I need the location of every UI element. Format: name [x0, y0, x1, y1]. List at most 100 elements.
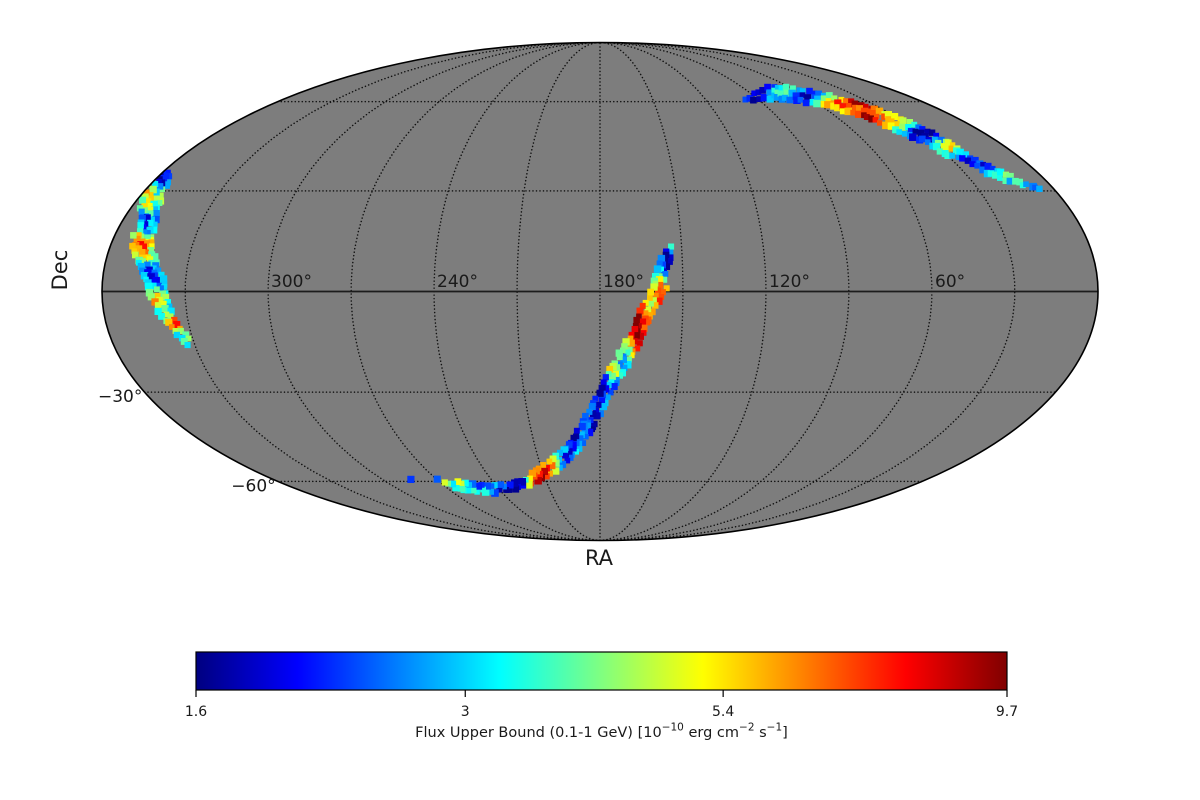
flux-pixel [888, 118, 895, 125]
flux-pixel [143, 214, 151, 222]
flux-pixel [171, 316, 178, 324]
flux-pixel [147, 192, 154, 199]
flux-pixel [549, 455, 557, 463]
flux-pixel [583, 434, 589, 440]
flux-pixel [173, 321, 181, 329]
flux-pixel [662, 271, 669, 277]
flux-pixel [133, 235, 141, 243]
flux-pixel [144, 282, 153, 291]
flux-pixel [139, 196, 147, 204]
flux-pixel [746, 95, 754, 102]
flux-pixel [167, 307, 175, 315]
flux-pixel [834, 104, 842, 112]
flux-pixel [856, 105, 864, 113]
flux-pixel [185, 335, 192, 342]
flux-pixel [632, 323, 639, 329]
flux-pixel [773, 94, 781, 101]
flux-pixel [182, 331, 190, 339]
flux-pixel [1012, 177, 1019, 185]
flux-pixel [585, 428, 594, 437]
flux-pixel [760, 93, 769, 102]
flux-pixel [452, 484, 460, 492]
flux-pixel [636, 340, 643, 347]
flux-pixel [172, 328, 179, 334]
flux-pixel [633, 316, 640, 324]
flux-pixel [138, 215, 146, 223]
flux-pixel [942, 145, 950, 153]
flux-pixel [149, 185, 157, 194]
flux-pixel [851, 100, 859, 108]
flux-pixel [815, 90, 822, 98]
flux-pixel [153, 195, 160, 203]
colorbar-label-superscript: −1 [767, 722, 782, 734]
flux-pixel [896, 129, 902, 135]
flux-pixel [161, 305, 169, 313]
flux-pixel [154, 286, 160, 293]
flux-pixel [657, 254, 666, 263]
flux-pixel [160, 275, 168, 283]
flux-pixel [651, 297, 657, 303]
flux-pixel [1019, 182, 1026, 189]
flux-pixel [811, 90, 818, 97]
flux-pixel [136, 205, 144, 212]
flux-pixel [407, 475, 415, 483]
flux-pixel [562, 452, 568, 459]
flux-pixel [820, 101, 828, 108]
flux-pixel [1036, 185, 1043, 192]
flux-pixel [151, 206, 159, 214]
flux-pixel [552, 467, 560, 475]
flux-pixel [907, 127, 915, 135]
flux-pixel [764, 83, 771, 91]
flux-pixel [884, 111, 892, 119]
flux-pixel [657, 273, 663, 279]
flux-pixel [605, 394, 611, 400]
flux-pixel [932, 136, 939, 143]
flux-pixel [518, 478, 526, 486]
flux-pixel [590, 410, 597, 418]
flux-pixel [445, 480, 451, 487]
flux-pixel [645, 312, 653, 320]
flux-pixel [151, 253, 159, 261]
flux-pixel [167, 313, 174, 320]
colorbar-label-text: erg cm [684, 725, 739, 741]
flux-pixel [839, 108, 846, 115]
flux-pixel [147, 247, 154, 254]
flux-pixel [464, 487, 472, 494]
flux-pixel [742, 96, 749, 103]
flux-pixel [852, 104, 858, 111]
flux-pixel [804, 94, 812, 102]
flux-pixel [457, 484, 466, 492]
flux-pixel [662, 251, 670, 259]
flux-pixel [799, 92, 806, 99]
flux-pixel [843, 98, 850, 105]
flux-pixel [848, 98, 855, 105]
flux-pixel [532, 467, 540, 475]
flux-pixel [932, 142, 941, 151]
flux-pixel [997, 175, 1003, 181]
flux-pixel [813, 99, 821, 108]
flux-pixel [622, 338, 630, 346]
flux-pixel [474, 489, 480, 495]
colorbar: 1.6 3 5.4 9.7 Flux Upper Bound (0.1-1 GeV) [… [185, 651, 1018, 741]
flux-pixel [570, 434, 577, 442]
flux-pixel [633, 332, 640, 339]
flux-pixel [976, 160, 984, 168]
flux-pixel [158, 313, 165, 320]
flux-pixel [656, 281, 664, 289]
flux-pixel [154, 302, 161, 308]
flux-pixel [909, 133, 917, 141]
flux-pixel [844, 107, 852, 116]
flux-pixel [868, 115, 876, 123]
flux-pixel [151, 298, 159, 306]
flux-pixel [470, 487, 477, 494]
flux-pixel [892, 126, 900, 134]
flux-pixel [781, 94, 788, 101]
flux-pixel [790, 85, 796, 92]
colorbar-label-text: ] [782, 725, 788, 741]
flux-pixel [639, 302, 646, 309]
flux-pixel [593, 412, 601, 420]
flux-pixel [788, 89, 796, 97]
flux-pixel [596, 389, 604, 397]
flux-pixel [655, 297, 663, 305]
flux-pixel [156, 296, 163, 304]
